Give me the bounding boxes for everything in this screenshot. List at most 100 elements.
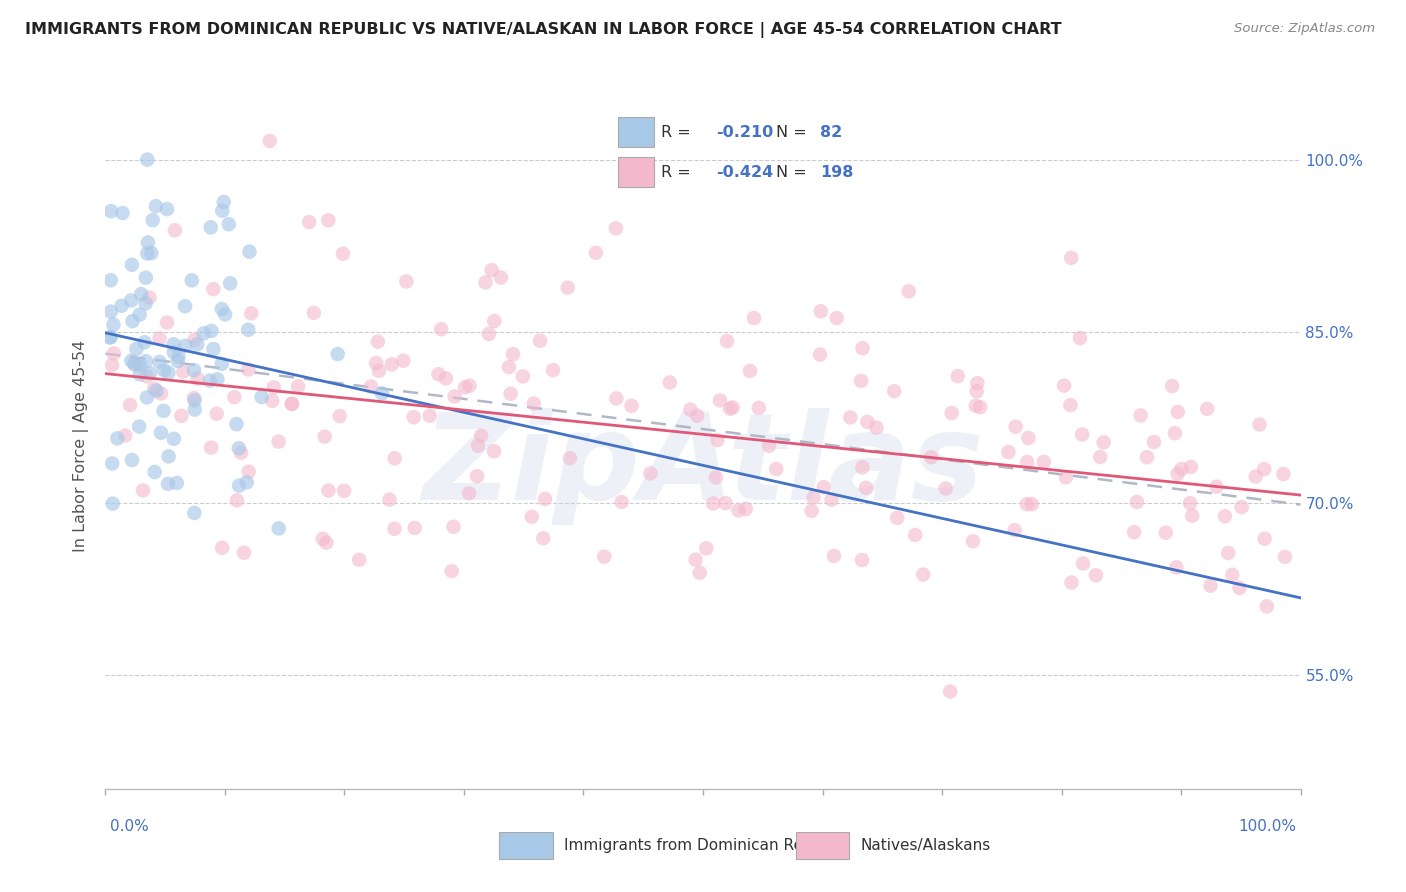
Point: [183, 363, 205, 377]
Point: [125, 358, 148, 372]
Point: [129, 287, 152, 301]
Point: [939, 684, 962, 698]
Point: [263, 380, 285, 394]
Point: [157, 450, 180, 464]
Point: [430, 322, 453, 336]
Point: [163, 223, 186, 237]
Point: [1253, 462, 1275, 476]
Point: [1069, 331, 1091, 345]
Point: [484, 314, 506, 328]
Point: [121, 258, 143, 272]
Point: [148, 331, 170, 345]
Text: 198: 198: [820, 165, 853, 179]
Point: [443, 389, 465, 403]
Point: [1170, 462, 1192, 476]
Text: -0.424: -0.424: [716, 165, 773, 179]
Point: [605, 392, 627, 406]
Point: [658, 376, 681, 390]
Point: [135, 354, 157, 368]
Point: [1229, 581, 1251, 595]
Point: [120, 354, 142, 368]
Point: [1272, 467, 1295, 481]
Point: [920, 450, 942, 465]
Point: [531, 532, 554, 546]
Point: [156, 476, 179, 491]
Point: [156, 316, 179, 330]
Point: [1129, 409, 1152, 423]
Point: [214, 307, 236, 321]
Point: [529, 334, 551, 348]
Point: [392, 353, 415, 368]
Point: [111, 299, 134, 313]
Point: [855, 481, 877, 495]
Point: [883, 384, 905, 399]
Point: [912, 567, 935, 582]
Point: [186, 372, 208, 386]
Point: [434, 371, 457, 385]
Point: [904, 528, 927, 542]
Point: [467, 439, 489, 453]
Point: [347, 553, 370, 567]
Point: [111, 206, 134, 220]
Point: [1256, 599, 1278, 614]
Point: [224, 390, 246, 404]
Point: [163, 432, 186, 446]
Point: [499, 386, 522, 401]
Point: [1249, 417, 1271, 432]
Point: [803, 491, 825, 505]
Point: [207, 372, 229, 386]
Point: [851, 460, 873, 475]
Point: [1092, 435, 1115, 450]
Point: [458, 486, 481, 500]
Point: [620, 399, 643, 413]
Point: [1164, 426, 1187, 441]
Point: [125, 342, 148, 356]
Point: [384, 451, 406, 466]
Point: [1015, 497, 1038, 511]
Point: [267, 434, 290, 449]
Point: [167, 350, 190, 364]
Point: [997, 445, 1019, 459]
Point: [172, 365, 194, 379]
Point: [419, 409, 441, 423]
Point: [686, 409, 709, 423]
Point: [734, 502, 756, 516]
Point: [454, 380, 477, 394]
Point: [886, 511, 908, 525]
Point: [941, 406, 963, 420]
Point: [557, 280, 579, 294]
Point: [121, 453, 143, 467]
Point: [134, 335, 156, 350]
Point: [820, 492, 842, 507]
Point: [935, 482, 957, 496]
Point: [534, 491, 557, 506]
Point: [498, 359, 520, 374]
Point: [1071, 427, 1094, 442]
Point: [149, 425, 172, 440]
Point: [706, 433, 728, 447]
Point: [1060, 575, 1083, 590]
Point: [1199, 579, 1222, 593]
Text: Source: ZipAtlas.com: Source: ZipAtlas.com: [1234, 22, 1375, 36]
Point: [205, 407, 228, 421]
Point: [1143, 435, 1166, 450]
Point: [193, 326, 215, 341]
Point: [211, 357, 233, 371]
Point: [738, 364, 761, 378]
Point: [174, 299, 197, 313]
Point: [800, 504, 823, 518]
Point: [100, 204, 122, 219]
Point: [716, 334, 738, 349]
Point: [1021, 497, 1043, 511]
Point: [120, 293, 142, 308]
Point: [157, 366, 180, 380]
Point: [145, 384, 167, 398]
Point: [129, 358, 152, 372]
Point: [610, 495, 633, 509]
Point: [326, 347, 349, 361]
Point: [101, 358, 124, 372]
Point: [250, 390, 273, 404]
Point: [107, 431, 129, 445]
Text: -0.210: -0.210: [716, 125, 773, 139]
Point: [404, 521, 426, 535]
